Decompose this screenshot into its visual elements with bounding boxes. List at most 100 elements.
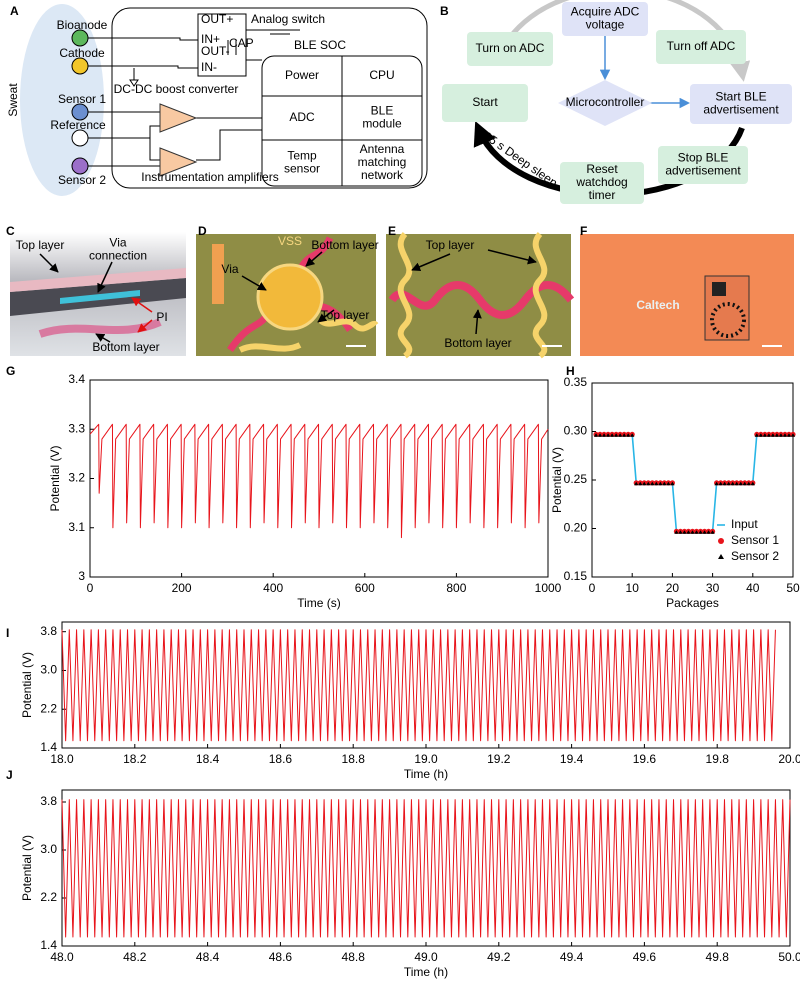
x-tick-label: 19.4 xyxy=(560,752,584,766)
label: Turn off ADC xyxy=(667,39,736,53)
label: Instrumentation amplifiers xyxy=(141,170,278,184)
photo xyxy=(580,234,794,356)
pointer-arrow xyxy=(487,249,537,265)
electrode xyxy=(71,129,89,147)
y-axis-title: Potential (V) xyxy=(20,652,34,718)
legend-marker xyxy=(718,554,724,559)
x-axis-title: Packages xyxy=(666,596,719,610)
pointer-arrow xyxy=(97,261,113,293)
legend-label: Sensor 2 xyxy=(731,549,779,563)
x-tick-label: 19.0 xyxy=(414,752,438,766)
x-tick-label: 18.2 xyxy=(123,752,147,766)
data-point xyxy=(790,433,796,437)
label: matching xyxy=(358,155,407,169)
data-point xyxy=(642,481,647,486)
pointer-arrow xyxy=(95,333,111,343)
label: BLE SOC xyxy=(294,38,346,52)
data-point xyxy=(662,481,667,486)
x-tick-label: 800 xyxy=(446,581,466,595)
x-tick-label: 19.8 xyxy=(706,752,730,766)
label: connection xyxy=(89,249,147,263)
label: Bottom layer xyxy=(311,238,378,252)
x-tick-label: 49.6 xyxy=(633,950,657,964)
label: Bottom layer xyxy=(92,340,159,354)
x-tick-label: 18.6 xyxy=(269,752,293,766)
data-point xyxy=(621,433,627,437)
label: Sweat xyxy=(6,83,20,117)
x-axis-title: Time (h) xyxy=(404,965,448,979)
pointer-arrow xyxy=(131,297,153,313)
y-tick-label: 3.1 xyxy=(68,520,85,534)
x-tick-label: 48.6 xyxy=(269,950,293,964)
panel-label: B xyxy=(440,4,449,18)
electrode xyxy=(71,29,89,47)
data-point xyxy=(638,481,643,486)
via xyxy=(256,263,324,331)
y-tick-label: 3.8 xyxy=(40,624,57,638)
flow-node xyxy=(442,84,528,122)
data-point xyxy=(617,433,623,437)
label: Stop BLE xyxy=(678,151,729,165)
label: ADC xyxy=(289,110,315,124)
pad xyxy=(212,244,224,304)
flow-node xyxy=(558,80,652,126)
label: Start BLE xyxy=(715,90,766,104)
y-tick-label: 3.3 xyxy=(68,421,85,435)
x-tick-label: 18.4 xyxy=(196,752,220,766)
trace xyxy=(238,317,379,353)
label: OUT+ xyxy=(201,12,233,26)
pointer-arrow xyxy=(317,309,335,323)
x-tick-label: 0 xyxy=(87,581,94,595)
data-point xyxy=(722,481,727,486)
panel-label: E xyxy=(388,224,396,238)
data-point xyxy=(597,433,603,437)
data-point xyxy=(666,481,671,486)
device xyxy=(704,275,750,341)
data-point xyxy=(786,433,792,437)
label: Top layer xyxy=(16,238,65,252)
data-point xyxy=(694,530,699,534)
label: Analog switch xyxy=(251,12,325,26)
data-point xyxy=(706,530,711,534)
panel-label: G xyxy=(6,364,15,378)
data-point xyxy=(690,530,695,534)
y-tick-label: 3 xyxy=(78,569,85,583)
data-point xyxy=(714,481,719,486)
x-tick-label: 48.8 xyxy=(342,950,366,964)
data-point xyxy=(774,433,780,437)
x-tick-label: 48.0 xyxy=(50,950,74,964)
flow-node xyxy=(658,146,748,184)
label: network xyxy=(361,168,404,182)
label: Via xyxy=(221,262,238,276)
soc-outline xyxy=(111,7,428,189)
panel-label: D xyxy=(198,224,207,238)
panel-e xyxy=(386,231,575,359)
x-tick-label: 40 xyxy=(746,581,760,595)
panel-label: F xyxy=(580,224,587,238)
data-point xyxy=(710,530,715,534)
label: BLE xyxy=(371,104,394,118)
data-point xyxy=(609,433,615,437)
data-line xyxy=(61,629,776,742)
y-tick-label: 0.15 xyxy=(564,569,588,583)
data-point xyxy=(646,481,651,486)
x-tick-label: 49.2 xyxy=(487,950,511,964)
legend-label: Input xyxy=(731,517,758,531)
data-point xyxy=(742,481,747,486)
label: sensor xyxy=(284,162,320,176)
x-tick-label: 49.8 xyxy=(706,950,730,964)
panel-label: J xyxy=(6,768,13,782)
flow-node xyxy=(690,84,792,124)
x-tick-label: 48.4 xyxy=(196,950,220,964)
data-point xyxy=(758,433,764,437)
data-point xyxy=(778,433,784,437)
pointer-arrow xyxy=(137,319,153,333)
y-tick-label: 3.0 xyxy=(40,663,57,677)
data-point xyxy=(601,433,607,437)
x-tick-label: 20 xyxy=(666,581,680,595)
data-line xyxy=(89,423,549,539)
data-point xyxy=(674,530,679,534)
pointer-arrow xyxy=(305,251,323,267)
label: Start xyxy=(472,95,498,109)
data-point xyxy=(682,530,687,534)
